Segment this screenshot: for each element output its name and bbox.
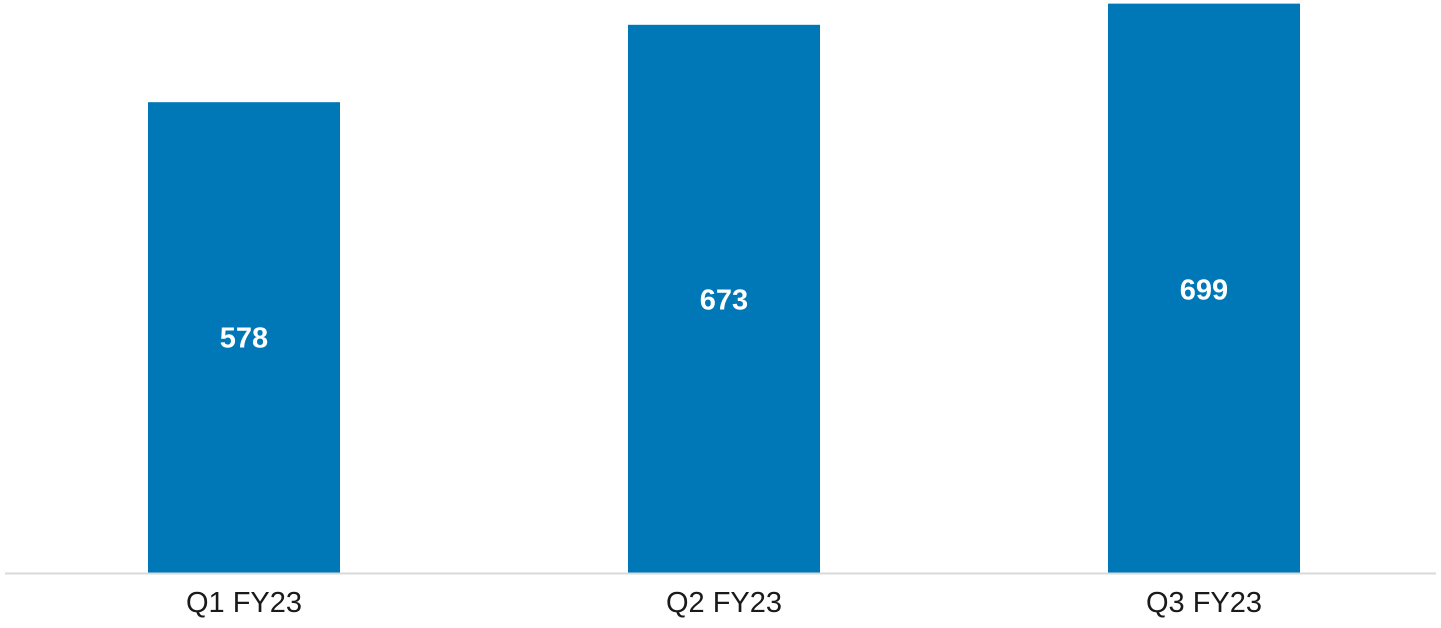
bar-2 xyxy=(628,24,820,573)
bar-3 xyxy=(1108,3,1300,574)
bar-value-label-3: 699 xyxy=(1180,275,1228,307)
x-tick-label-3: Q3 FY23 xyxy=(1146,587,1262,619)
x-tick-label-2: Q2 FY23 xyxy=(666,587,782,619)
x-tick-label-1: Q1 FY23 xyxy=(186,587,302,619)
bar-1 xyxy=(148,102,340,573)
bar-value-label-2: 673 xyxy=(700,285,748,317)
x-axis-ticks: Q1 FY23 Q2 FY23 Q3 FY23 xyxy=(186,587,1262,619)
bars-layer: 578 673 699 xyxy=(148,3,1300,574)
bar-value-label-1: 578 xyxy=(220,323,268,355)
